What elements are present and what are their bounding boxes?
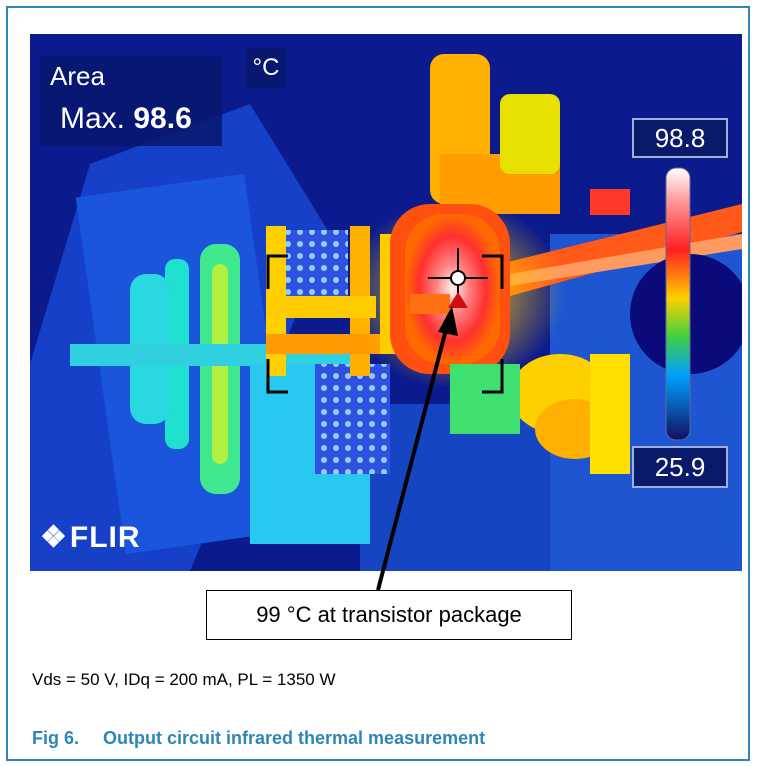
area-measurement-panel: Area Max. 98.6 bbox=[40, 56, 222, 146]
measurement-conditions: Vds = 50 V, IDq = 200 mA, PL = 1350 W bbox=[32, 670, 336, 689]
color-scale-bar bbox=[665, 167, 691, 441]
max-readout: Max. 98.6 bbox=[60, 102, 192, 136]
flir-brand: ❖FLIR bbox=[40, 520, 141, 555]
figure-caption: Fig 6. Output circuit infrared thermal me… bbox=[32, 728, 485, 749]
area-label: Area bbox=[50, 61, 105, 91]
max-value: 98.6 bbox=[133, 102, 192, 135]
hotspot-marker-icon bbox=[448, 292, 468, 308]
scale-min-value: 25.9 bbox=[632, 446, 728, 488]
flir-brand-text: FLIR bbox=[69, 521, 141, 554]
unit-label: °C bbox=[246, 48, 286, 88]
callout-box: 99 °C at transistor package bbox=[206, 590, 572, 640]
figure-number: Fig 6. bbox=[32, 728, 80, 748]
scale-max-value: 98.8 bbox=[632, 118, 728, 158]
max-prefix: Max. bbox=[60, 102, 126, 135]
measurement-area-brackets bbox=[266, 254, 504, 394]
figure-title: Output circuit infrared thermal measurem… bbox=[103, 728, 486, 748]
flir-logo-icon: ❖ bbox=[40, 521, 68, 554]
thermal-image: Area Max. 98.6 °C 98.8 25.9 ❖FLIR bbox=[30, 34, 742, 571]
